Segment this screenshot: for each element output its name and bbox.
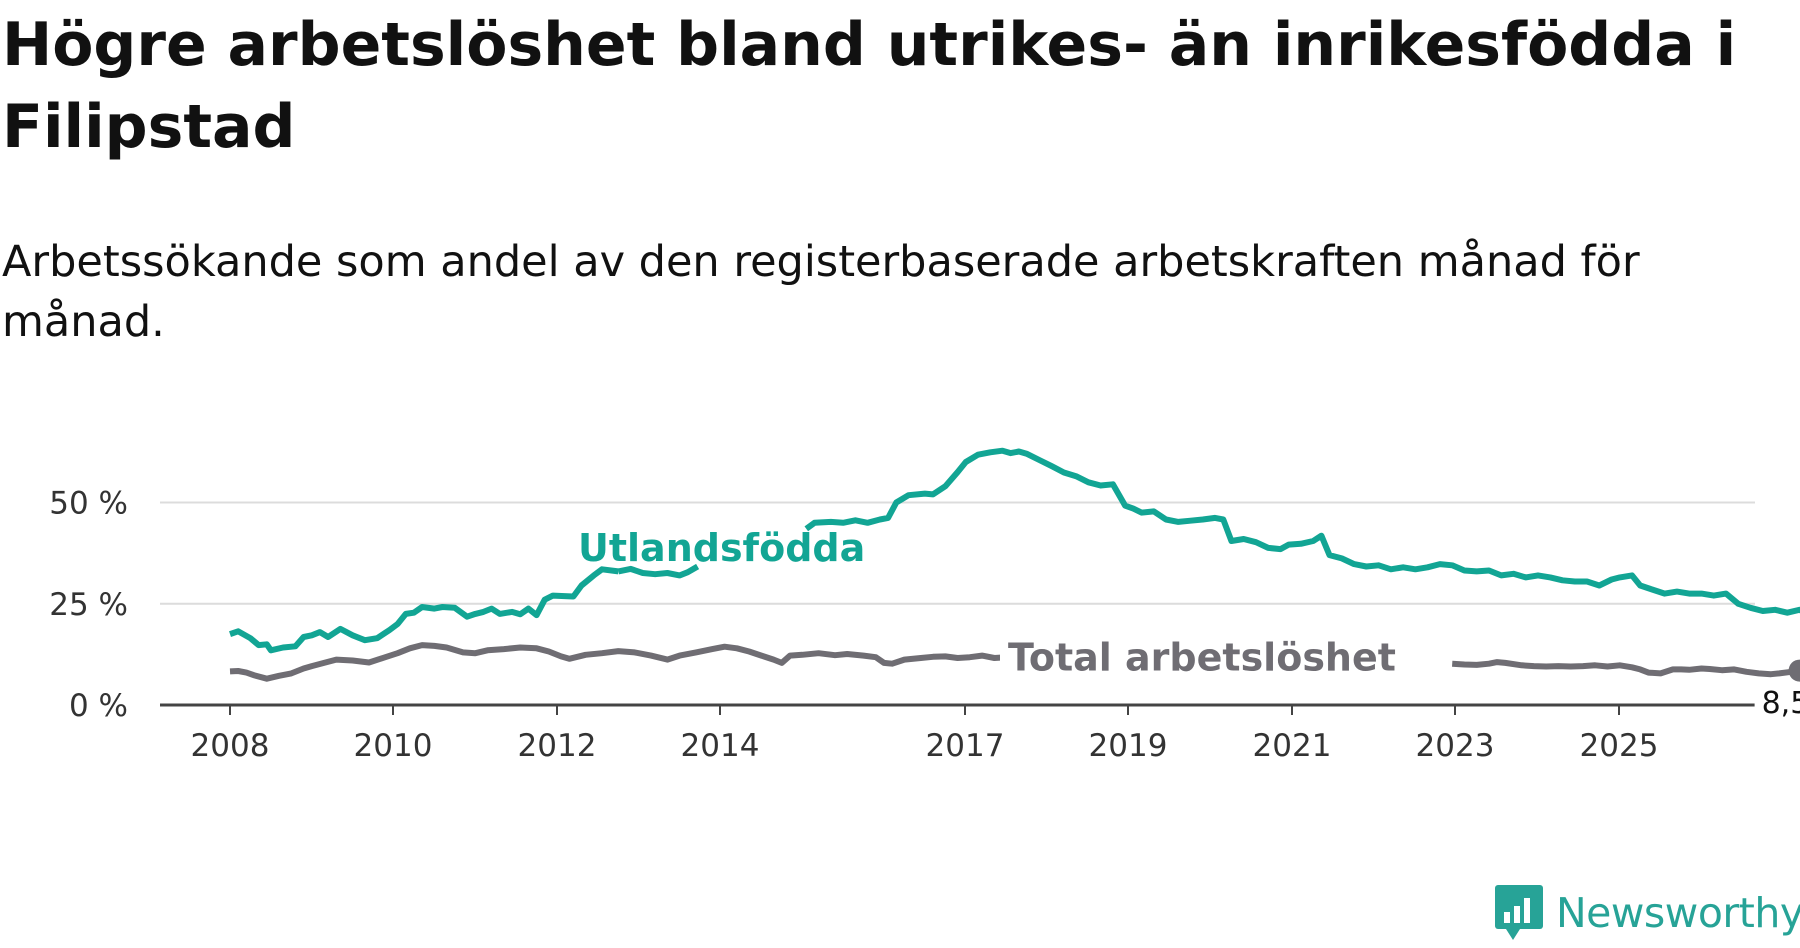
chart-subtitle: Arbetssökande som andel av den registerb… xyxy=(2,237,1640,347)
y-tick-label: 0 % xyxy=(69,688,128,724)
y-tick-label: 25 % xyxy=(49,587,128,623)
line-chart: 0 % 25 % 50 % 2008 2010 2012 2014 2017 2019 2021… xyxy=(49,447,1800,764)
x-tick-label: 2008 xyxy=(191,728,270,764)
x-tick-label: 2019 xyxy=(1089,728,1168,764)
newsworthy-logo-icon xyxy=(1495,885,1543,940)
foreign-born-line xyxy=(804,447,1800,616)
x-tick-label: 2014 xyxy=(681,728,760,764)
gridlines xyxy=(160,501,1755,707)
brand-name: Newsworthy xyxy=(1556,889,1800,937)
y-tick-label: 50 % xyxy=(49,486,128,522)
series-label-foreign-born: Utlandsfödda xyxy=(578,526,865,570)
foreign-born-line xyxy=(617,563,700,579)
x-tick-label: 2025 xyxy=(1580,728,1659,764)
series-label-background xyxy=(1000,626,1396,671)
foreign-born-line xyxy=(229,566,619,654)
series-label-total: Total arbetslöshet xyxy=(1008,635,1396,679)
x-tick-label: 2017 xyxy=(926,728,1005,764)
brand[interactable]: Newsworthy xyxy=(1494,884,1800,942)
x-tick-label: 2010 xyxy=(354,728,433,764)
end-value-total: 8,5 % xyxy=(1762,686,1800,721)
x-tick-label: 2023 xyxy=(1416,728,1495,764)
end-value-background xyxy=(1754,685,1800,719)
chart-title: Högre arbetslöshet bland utrikes- än inr… xyxy=(2,10,1737,162)
total-line xyxy=(1452,659,1800,678)
x-axis-ticks: 2008 2010 2012 2014 2017 2019 2021 2023 2025 xyxy=(191,705,1659,764)
y-axis-ticks: 0 % 25 % 50 % xyxy=(49,486,128,725)
x-tick-label: 2021 xyxy=(1253,728,1332,764)
total-end-marker xyxy=(1788,659,1800,682)
x-tick-label: 2012 xyxy=(518,728,597,764)
